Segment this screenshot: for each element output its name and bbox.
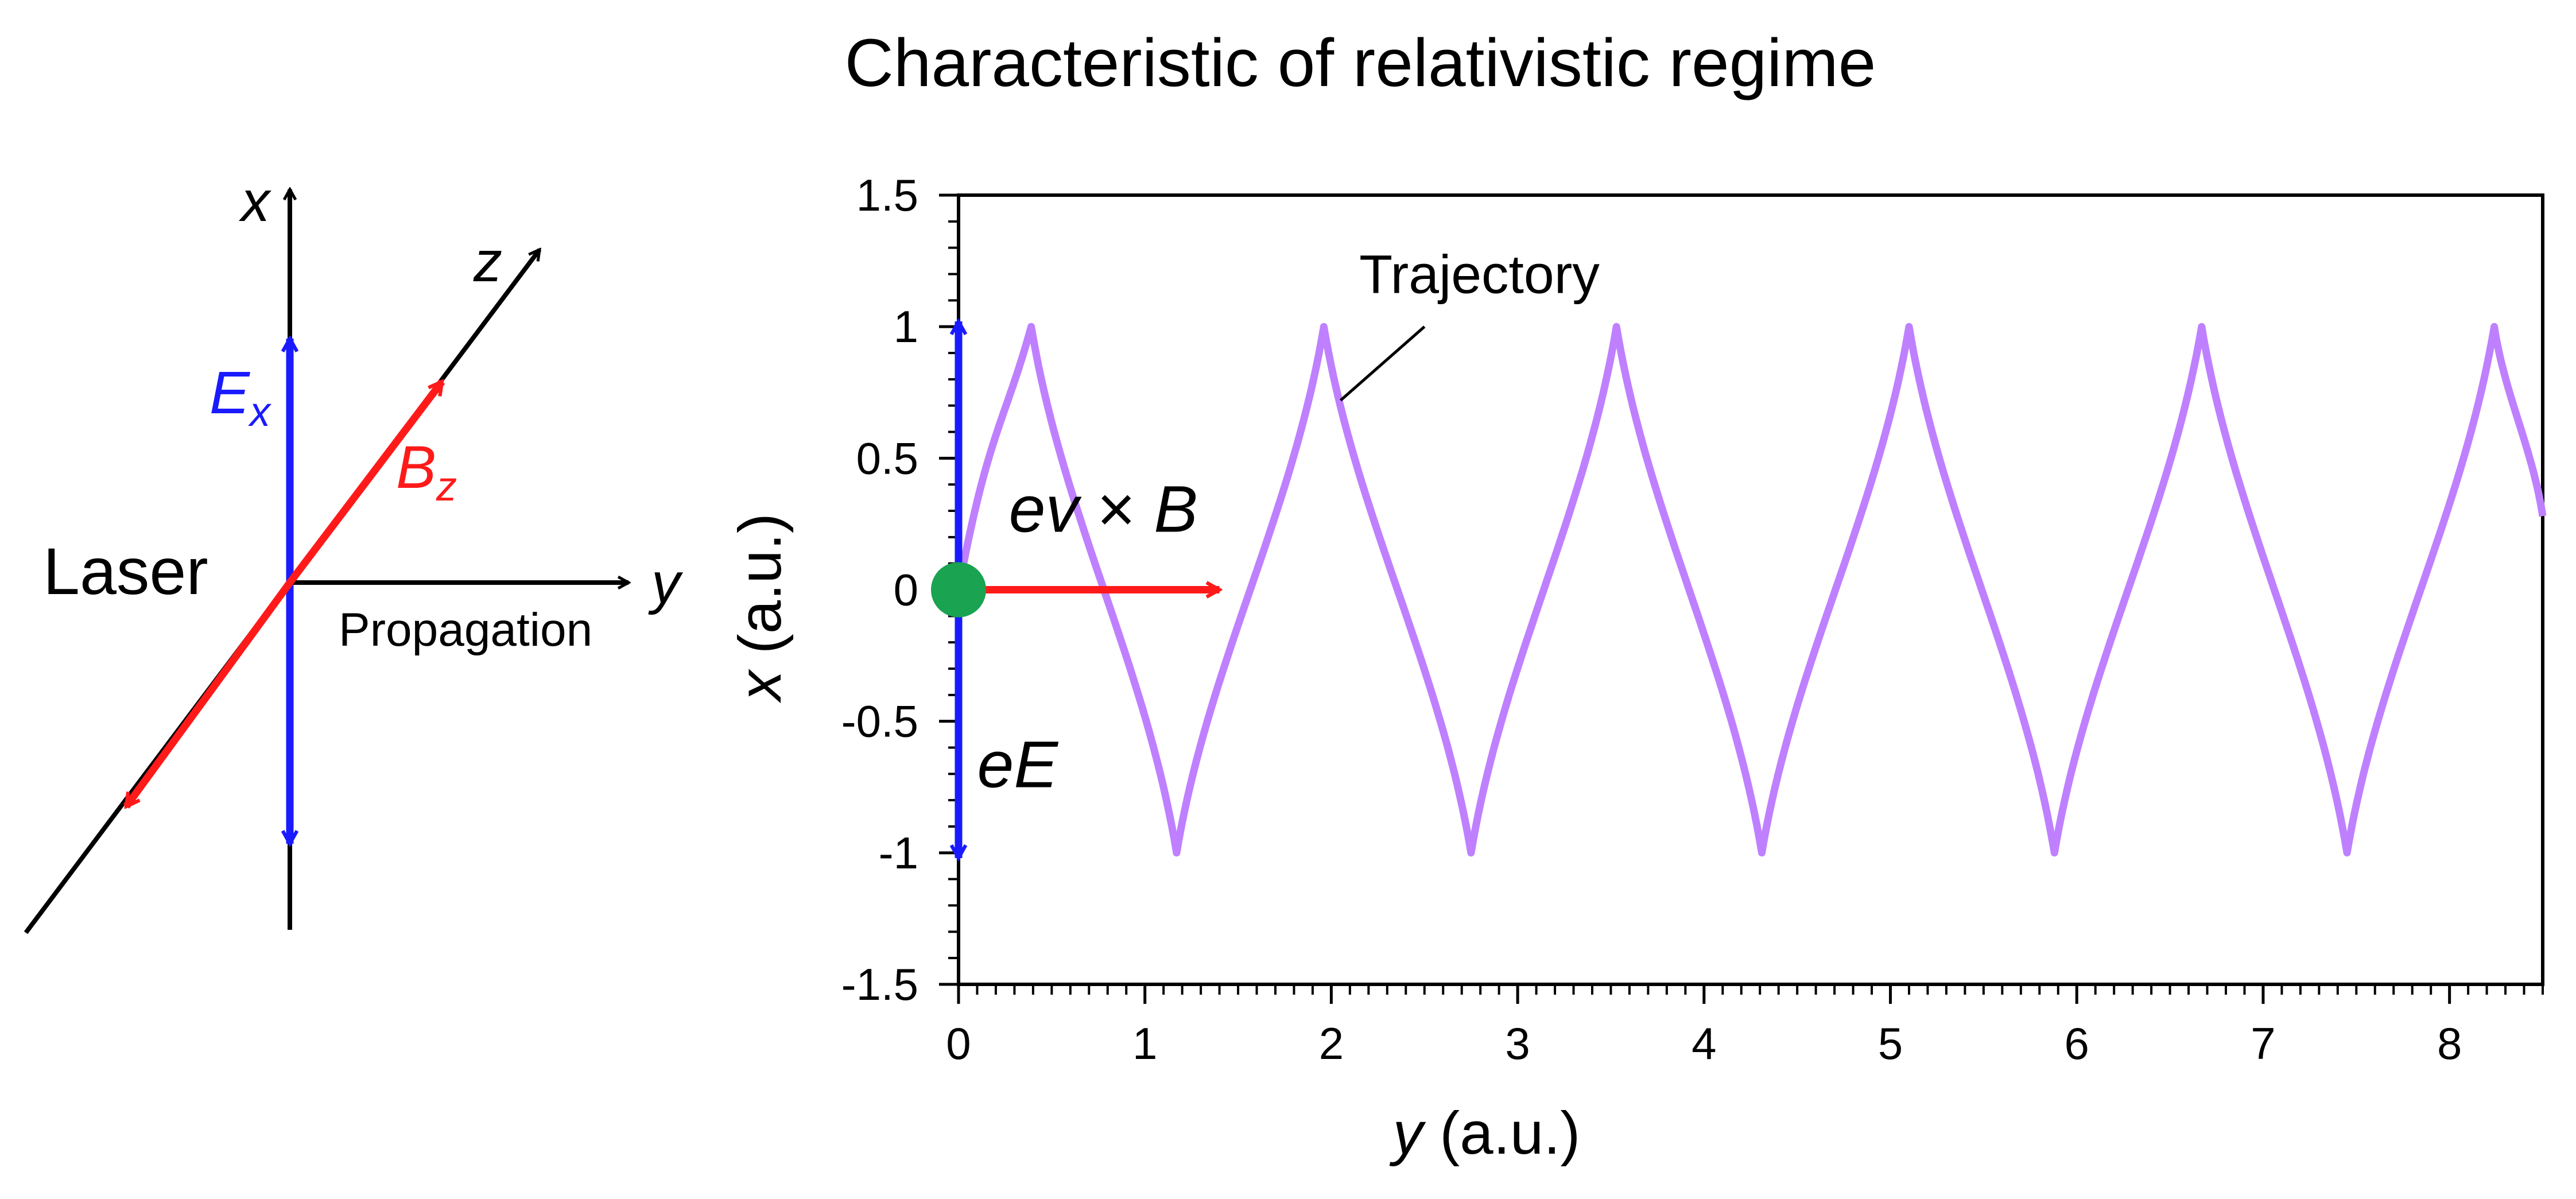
schematic-y-label: y bbox=[648, 551, 684, 615]
x-axis-title-var: y bbox=[1390, 1100, 1426, 1167]
y-axis-title: x (a.u.) bbox=[727, 513, 794, 704]
propagation-label: Propagation bbox=[339, 604, 592, 656]
x-axis-title: y (a.u.) bbox=[1390, 1100, 1581, 1167]
efield-label-main: E bbox=[210, 359, 251, 426]
y-tick-label: -1 bbox=[879, 828, 918, 878]
y-tick-label: 1 bbox=[894, 301, 918, 352]
evB-label-times: × bbox=[1097, 473, 1135, 546]
x-tick-label: 2 bbox=[1319, 1018, 1344, 1069]
bfield-arrow-back bbox=[126, 583, 290, 806]
efield-label: Ex bbox=[210, 359, 272, 435]
laser-label: Laser bbox=[43, 535, 208, 608]
x-tick-label: 6 bbox=[2065, 1018, 2089, 1069]
bfield-label-sub: z bbox=[436, 464, 457, 510]
x-tick-label: 0 bbox=[946, 1018, 971, 1069]
x-tick-label: 3 bbox=[1505, 1018, 1530, 1069]
x-tick-label: 4 bbox=[1692, 1018, 1716, 1069]
figure-title: Characteristic of relativistic regime bbox=[845, 25, 1876, 101]
evB-label: ev × B bbox=[1009, 473, 1198, 546]
tick-labels: 0 1 2 3 4 5 6 7 8 1.5 1 0.5 0 -0.5 -1 -1.5 bbox=[841, 170, 2462, 1069]
y-tick-label: -1.5 bbox=[841, 959, 918, 1010]
y-axis-title-var: x bbox=[727, 669, 794, 704]
x-tick-label: 5 bbox=[1878, 1018, 1903, 1069]
y-axis-title-unit: (a.u.) bbox=[727, 513, 794, 670]
x-tick-label: 7 bbox=[2251, 1018, 2275, 1069]
evB-label-left: ev bbox=[1009, 473, 1082, 546]
trajectory-label: Trajectory bbox=[1359, 244, 1600, 305]
trajectory-chart: 0 1 2 3 4 5 6 7 8 1.5 1 0.5 0 -0.5 -1 -1.5 Trajectory e… bbox=[727, 170, 2543, 1167]
evB-label-right: B bbox=[1154, 473, 1198, 546]
trajectory-leader-line bbox=[1341, 327, 1425, 400]
y-tick-label: 0.5 bbox=[856, 433, 918, 483]
schematic-x-label: x bbox=[239, 169, 271, 234]
eE-label: eE bbox=[977, 728, 1058, 801]
x-axis-title-unit: (a.u.) bbox=[1423, 1100, 1580, 1167]
efield-label-sub: x bbox=[248, 389, 272, 435]
schematic-z-label: z bbox=[473, 230, 502, 294]
y-tick-label: 1.5 bbox=[856, 170, 918, 220]
laser-schematic: x z y Ex Bz Laser Propagation bbox=[26, 169, 684, 933]
particle-marker bbox=[931, 562, 986, 618]
bfield-label-main: B bbox=[396, 434, 436, 501]
y-tick-label: -0.5 bbox=[841, 696, 918, 747]
x-tick-label: 8 bbox=[2437, 1018, 2462, 1069]
y-tick-label: 0 bbox=[894, 565, 918, 615]
minor-ticks bbox=[948, 222, 2543, 995]
x-tick-label: 1 bbox=[1132, 1018, 1157, 1069]
bfield-label: Bz bbox=[396, 434, 457, 510]
